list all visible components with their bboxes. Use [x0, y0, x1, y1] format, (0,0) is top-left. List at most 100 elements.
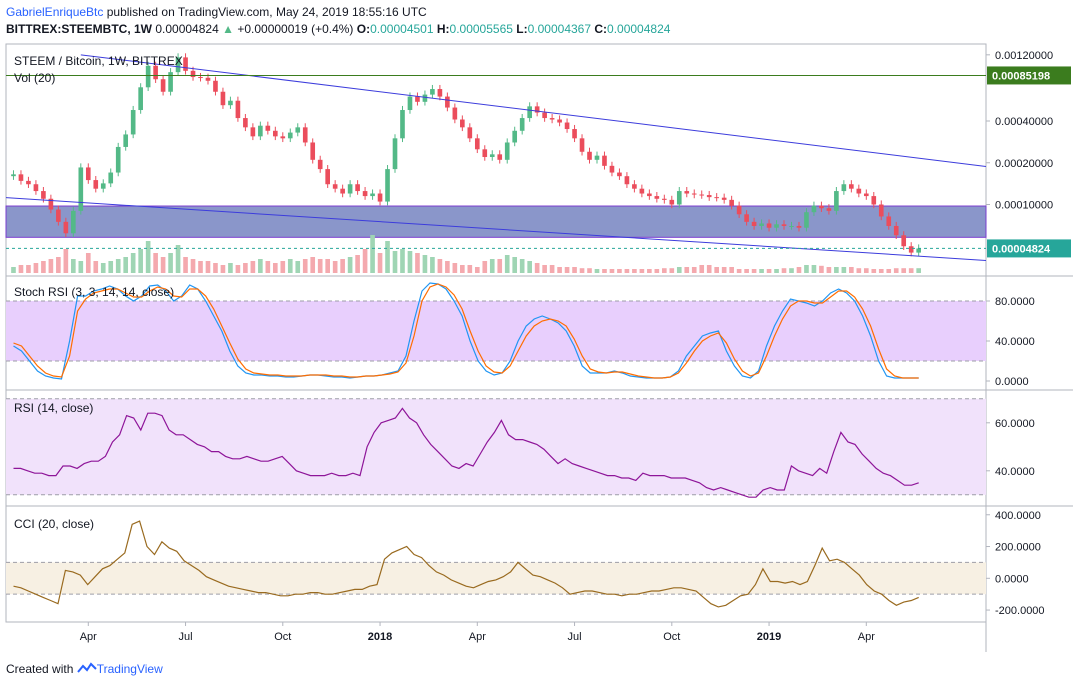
candle-body [145, 65, 151, 88]
volume-bar [497, 259, 503, 273]
volume-bar [819, 265, 824, 273]
chart-frame [5, 43, 1073, 652]
candle-body [272, 130, 278, 137]
footer: Created with TradingView [6, 662, 163, 676]
open-value: 0.00004501 [370, 22, 434, 36]
volume-bar [407, 251, 413, 273]
author-link[interactable]: GabrielEnriqueBtc [6, 5, 104, 19]
candle-body [302, 127, 308, 143]
candle-body [205, 77, 211, 81]
volume-bar [415, 253, 420, 273]
candle-body [168, 72, 173, 92]
time-axis[interactable]: Apr Jul Oct 2018 Apr Jul Oct 2019 Apr [80, 622, 875, 643]
price-pane-title: STEEM / Bitcoin, 1W, BITTREX [14, 54, 183, 68]
candle-body [579, 138, 585, 152]
candle-body [228, 100, 233, 106]
volume-bar [871, 269, 877, 273]
volume-bar [437, 259, 443, 273]
volume-bar [310, 257, 316, 273]
volume-bar [392, 251, 398, 273]
support-zone [5, 205, 987, 238]
up-arrow-icon: ▲ [222, 22, 234, 36]
candle-body [654, 196, 660, 199]
volume-bar [41, 261, 46, 273]
indicator-tick-label: 400.0000 [995, 510, 1041, 522]
volume-bar [572, 267, 577, 273]
price-tag-bg [987, 66, 1071, 85]
volume-bar [145, 241, 151, 273]
high-label: H: [436, 22, 450, 36]
candle-body [639, 188, 645, 194]
volume-bar [706, 265, 712, 273]
volume-bar [205, 261, 211, 273]
stoch-rsi-pane[interactable]: 80.0000 40.0000 0.0000 [6, 282, 1035, 388]
candle-body [774, 224, 779, 228]
volume-bar [370, 235, 375, 273]
volume-bar [527, 261, 532, 273]
candle-body [632, 184, 637, 189]
volume-bar [744, 269, 749, 273]
candle-body [617, 172, 622, 177]
candle-body [160, 79, 166, 92]
volume-bar [198, 261, 203, 273]
volume-bar [916, 268, 921, 273]
volume-bar [639, 269, 645, 273]
candle-body [759, 223, 764, 226]
volume-bar [647, 269, 652, 273]
volume-bar [564, 267, 570, 273]
candle-body [445, 96, 450, 108]
candle-body [56, 209, 61, 222]
publish-info: published on TradingView.com, May 24, 20… [103, 5, 427, 19]
candle-body [691, 193, 697, 195]
candle-body [63, 221, 69, 234]
trendline-1 [5, 197, 987, 261]
volume-bar [272, 263, 278, 273]
price-tag-label: 0.00085198 [992, 70, 1050, 82]
volume-bar [445, 261, 450, 273]
candle-body [512, 130, 518, 143]
candle-body [676, 191, 682, 205]
candle-body [602, 155, 607, 166]
candle-body [332, 184, 338, 189]
candle-body [669, 199, 675, 205]
high-value: 0.00005565 [449, 22, 513, 36]
candle-body [482, 149, 488, 158]
volume-bar [594, 269, 600, 273]
candle-body [400, 110, 405, 139]
series-line-CCI [13, 520, 919, 608]
publish-header: GabrielEnriqueBtc published on TradingVi… [6, 5, 427, 19]
volume-bar [632, 269, 637, 273]
volume-bar [849, 267, 854, 273]
cci-pane[interactable]: 400.0000 200.0000 0.0000 -200.0000 [6, 510, 1045, 617]
candle-body [878, 204, 884, 217]
volume-bar [863, 268, 869, 273]
volume-bar [474, 267, 480, 273]
volume-bar [332, 261, 338, 273]
candle-body [41, 191, 46, 199]
volume-bar [691, 267, 697, 273]
rsi-pane[interactable]: 60.0000 40.0000 [6, 398, 1035, 498]
candle-body [699, 194, 705, 196]
candle-body [811, 205, 817, 213]
volume-bar [422, 255, 428, 273]
candle-body [460, 119, 465, 128]
candle-body [489, 154, 495, 158]
candle-body [198, 77, 203, 79]
time-tick-label: Apr [80, 631, 97, 643]
tradingview-link[interactable]: TradingView [96, 662, 163, 676]
price-pane[interactable]: 0.00120000 0.00040000 0.00020000 0.00010000… [5, 50, 1071, 273]
time-tick-label: Oct [274, 631, 291, 643]
volume-bar [153, 253, 158, 273]
price-tag-label: 0.00004824 [992, 243, 1051, 255]
cci-title: CCI (20, close) [14, 517, 94, 531]
price-tick-label: 0.00020000 [995, 158, 1053, 170]
candle-body [213, 80, 218, 92]
candle-body [856, 188, 862, 194]
candle-body [527, 106, 532, 119]
candle-body [362, 191, 368, 197]
candle-body [744, 214, 749, 222]
volume-bar [258, 259, 263, 273]
volume-bar [908, 268, 914, 273]
volume-bar [243, 263, 248, 273]
